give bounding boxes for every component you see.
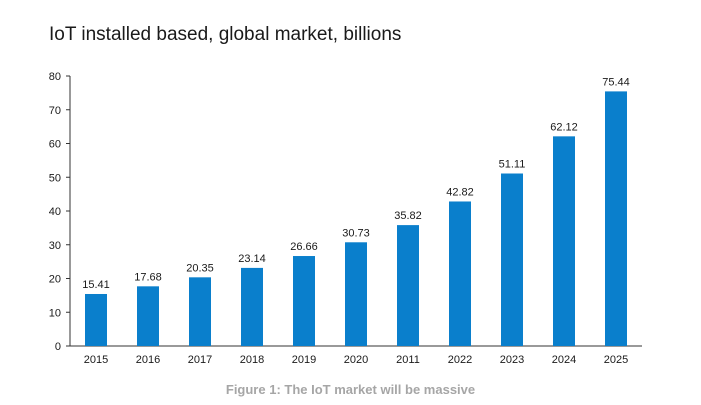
- bar: [449, 201, 471, 346]
- x-tick-label: 2016: [136, 354, 160, 366]
- y-tick-label: 40: [49, 206, 61, 218]
- x-tick-label: 2011: [396, 354, 420, 366]
- x-tick-label: 2019: [292, 354, 316, 366]
- bar-value-labels: 15.41 17.68 20.35 23.14 26.66 30.73 35.82 42.82…: [82, 76, 630, 291]
- bar: [553, 136, 575, 346]
- y-axis: 0 10 20 30 40 50 60 70 80: [49, 71, 71, 353]
- bar: [85, 293, 107, 346]
- bar-value-label: 62.12: [550, 121, 578, 133]
- y-tick-label: 30: [49, 240, 61, 252]
- y-tick-label: 0: [55, 341, 61, 353]
- x-tick-label: 2024: [552, 354, 576, 366]
- bar-value-label: 17.68: [134, 271, 162, 283]
- y-tick-label: 20: [49, 274, 61, 286]
- x-tick-label: 2025: [604, 354, 628, 366]
- bar: [293, 256, 315, 346]
- x-tick-label: 2022: [448, 354, 472, 366]
- bar-value-label: 30.73: [342, 227, 370, 239]
- x-tick-label: 2023: [500, 354, 524, 366]
- y-tick-label: 70: [49, 105, 61, 117]
- bar-value-label: 20.35: [186, 262, 214, 274]
- bar-value-label: 35.82: [394, 210, 422, 222]
- x-tick-label: 2018: [240, 354, 264, 366]
- bar-value-label: 23.14: [238, 253, 266, 265]
- y-tick-label: 60: [49, 139, 61, 151]
- bar: [345, 242, 367, 346]
- bar-value-label: 26.66: [290, 241, 318, 253]
- x-tick-label: 2017: [188, 354, 212, 366]
- y-tick-label: 80: [49, 71, 61, 83]
- bar-value-label: 15.41: [82, 279, 110, 291]
- x-tick-label: 2015: [84, 354, 108, 366]
- bar: [605, 91, 627, 346]
- bar-value-label: 42.82: [446, 186, 474, 198]
- x-axis: 2015 2016 2017 2018 2019 2020 2011 2022 2023 2024…: [70, 345, 642, 366]
- bar: [241, 267, 263, 346]
- bar-value-label: 51.11: [499, 159, 526, 171]
- bar-series: [85, 91, 627, 346]
- bar-value-label: 75.44: [602, 76, 630, 88]
- bar: [397, 225, 419, 346]
- y-tick-label: 10: [49, 307, 61, 319]
- bar: [189, 277, 211, 346]
- chart-title: IoT installed based, global market, bill…: [49, 24, 402, 45]
- bar: [137, 286, 159, 346]
- bar: [501, 173, 523, 346]
- y-tick-label: 50: [49, 172, 61, 184]
- figure-caption: Figure 1: The IoT market will be massive: [225, 382, 476, 397]
- x-tick-label: 2020: [344, 354, 368, 366]
